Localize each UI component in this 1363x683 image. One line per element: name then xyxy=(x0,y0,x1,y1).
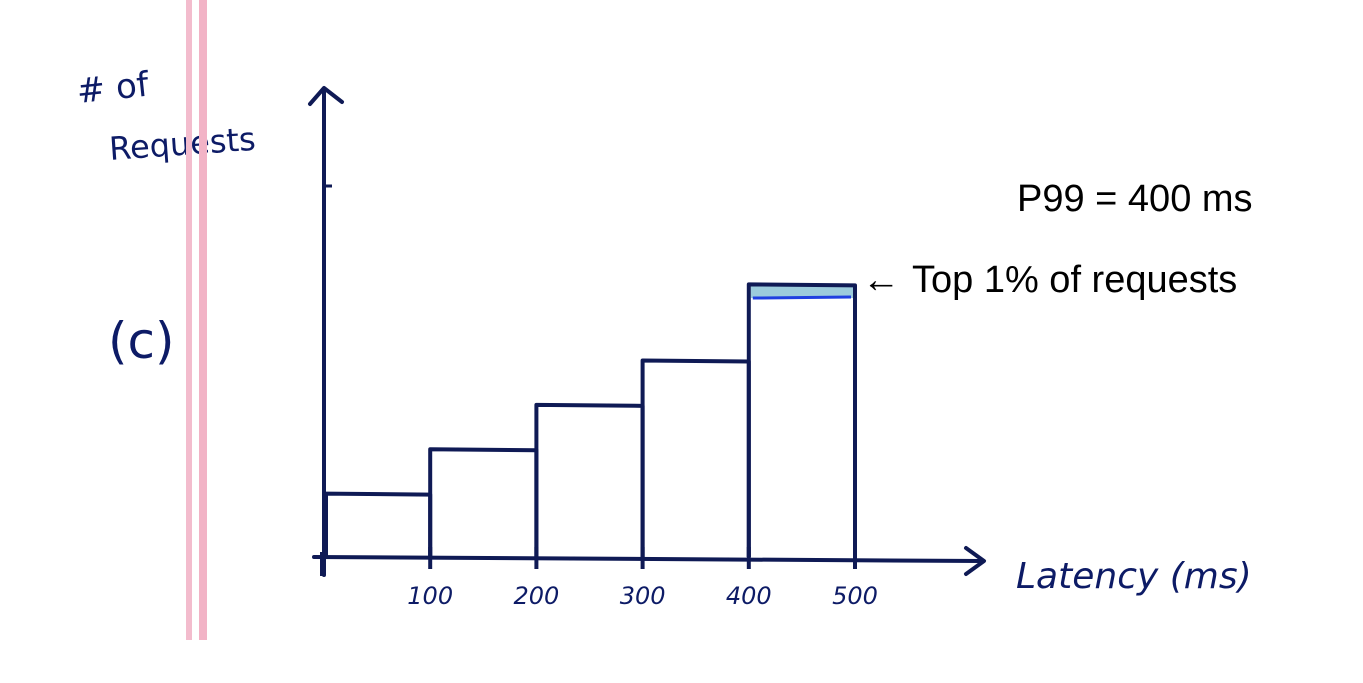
x-axis-arrowhead xyxy=(964,546,986,576)
histogram-bar xyxy=(640,358,751,557)
x-axis xyxy=(312,555,984,563)
y-axis-arrowhead xyxy=(308,86,344,106)
top-percent-highlight xyxy=(750,284,853,299)
y-axis-label-line1: # of xyxy=(75,65,152,112)
top-percent-line xyxy=(752,295,852,300)
p99-annotation: P99 = 400 ms xyxy=(1017,178,1253,220)
margin-line xyxy=(199,0,207,640)
y-axis-label-line2: Requests xyxy=(108,120,257,168)
left-arrow-icon: ← xyxy=(862,259,900,301)
histogram-bar xyxy=(428,447,539,557)
histogram-bar xyxy=(534,402,645,557)
x-tick-labels: 100 200 300 400 500 xyxy=(407,582,878,610)
panel-label: (c) xyxy=(108,312,175,370)
x-tick-label: 400 xyxy=(726,582,772,610)
top-percent-annotation: Top 1% of requests xyxy=(912,259,1237,301)
x-tick-label: 300 xyxy=(620,582,666,610)
x-tick-label: 500 xyxy=(832,582,878,610)
margin-line xyxy=(186,0,192,640)
bars xyxy=(324,282,857,557)
x-axis-label: Latency (ms) xyxy=(1016,556,1252,597)
axes: 100 200 300 400 500 xyxy=(308,86,986,610)
x-tick-label: 200 xyxy=(513,582,559,610)
histogram-bar xyxy=(324,491,433,557)
histogram-bar xyxy=(746,282,857,557)
x-tick-label: 100 xyxy=(407,582,453,610)
